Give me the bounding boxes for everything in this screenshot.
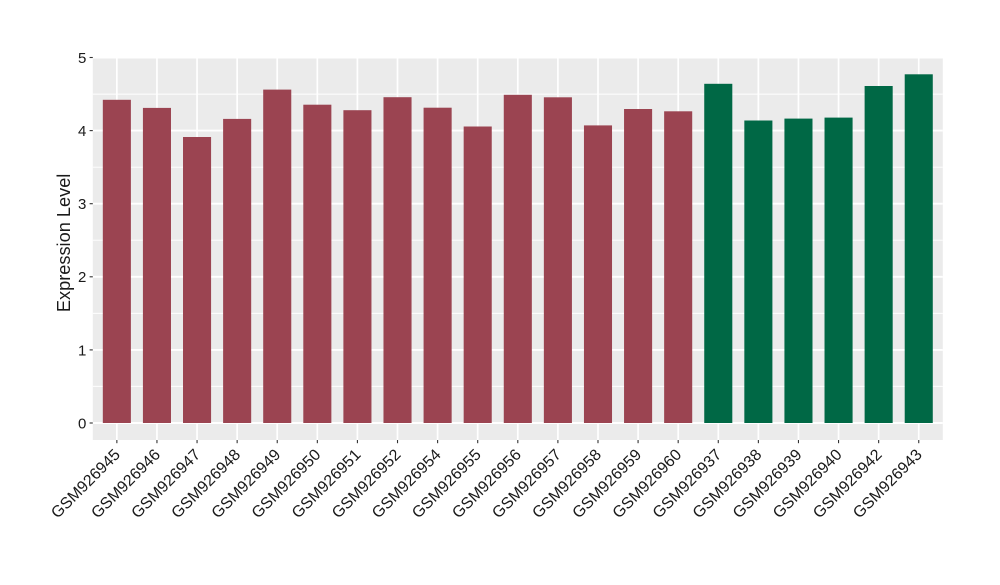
svg-text:2: 2 — [78, 269, 86, 286]
svg-text:0: 0 — [78, 415, 86, 432]
svg-text:1: 1 — [78, 342, 86, 359]
svg-text:4: 4 — [78, 123, 86, 140]
svg-text:3: 3 — [78, 196, 86, 213]
svg-text:5: 5 — [78, 50, 86, 67]
svg-text:Expression Level: Expression Level — [54, 174, 74, 313]
